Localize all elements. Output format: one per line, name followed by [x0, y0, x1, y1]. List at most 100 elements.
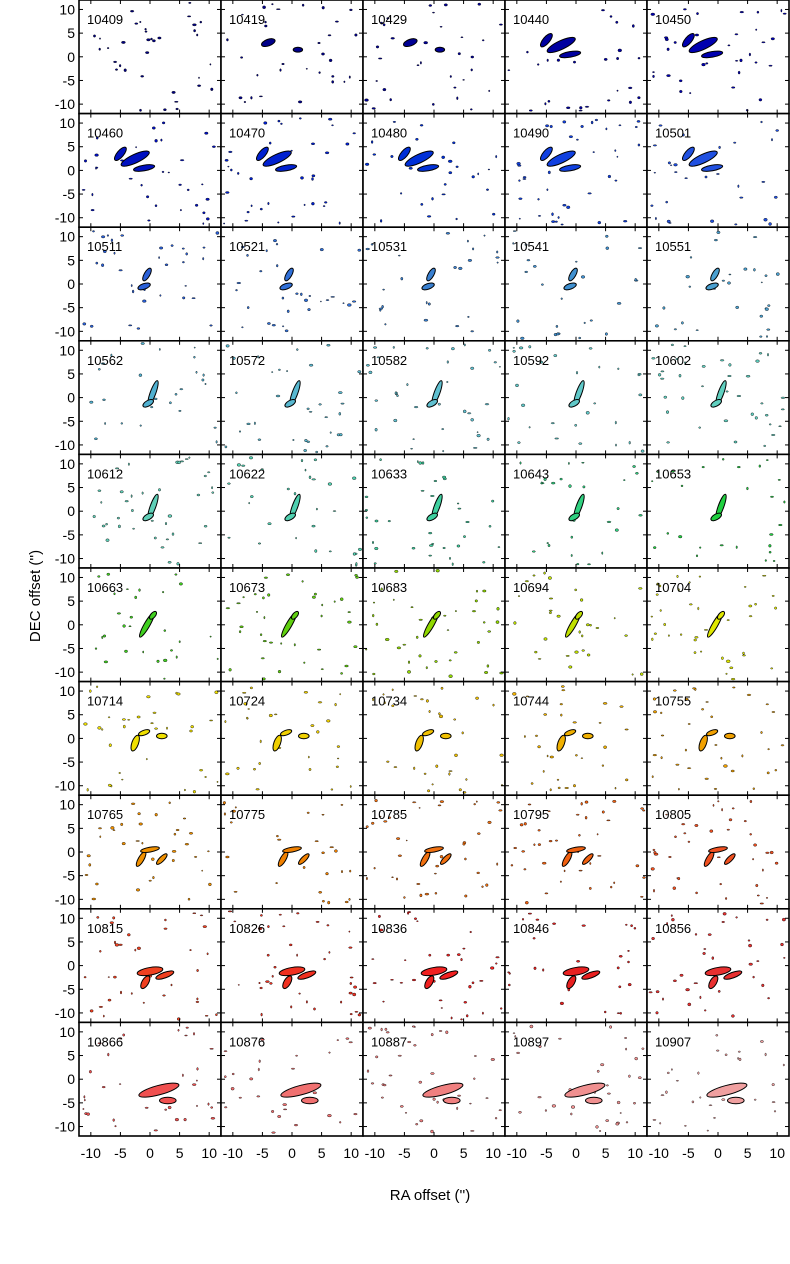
y-tick-label: 10	[59, 683, 75, 699]
noise-speck	[612, 800, 617, 803]
noise-speck	[202, 925, 207, 928]
emission-contour	[261, 38, 276, 48]
noise-speck	[660, 734, 665, 737]
noise-speck	[122, 1033, 126, 1037]
noise-speck	[318, 71, 321, 74]
noise-speck	[490, 966, 495, 970]
noise-speck	[606, 819, 611, 822]
noise-speck	[442, 450, 445, 453]
noise-speck	[767, 304, 771, 307]
noise-speck	[673, 328, 677, 331]
noise-speck	[113, 251, 116, 255]
noise-speck	[193, 29, 196, 33]
noise-speck	[101, 524, 106, 528]
noise-speck	[231, 1072, 235, 1076]
channel-label: 10501	[655, 126, 691, 141]
noise-speck	[428, 531, 433, 535]
noise-speck	[462, 79, 465, 81]
noise-speck	[146, 695, 151, 699]
noise-speck	[697, 606, 700, 611]
noise-speck	[209, 63, 212, 66]
noise-speck	[301, 580, 304, 583]
noise-speck	[93, 34, 96, 38]
noise-speck	[471, 175, 475, 179]
noise-speck	[375, 622, 379, 626]
emission-contour	[421, 729, 435, 737]
noise-speck	[423, 772, 427, 775]
noise-speck	[349, 785, 352, 788]
noise-speck	[634, 278, 637, 282]
noise-speck	[236, 281, 241, 284]
x-tick-label: -10	[507, 1145, 527, 1161]
noise-speck	[295, 1054, 298, 1057]
noise-speck	[472, 447, 478, 449]
emission-contour	[140, 846, 160, 853]
noise-speck	[735, 545, 738, 549]
noise-speck	[672, 886, 676, 890]
noise-speck	[97, 489, 102, 492]
noise-speck	[767, 748, 770, 751]
noise-speck	[618, 985, 622, 989]
noise-speck	[758, 464, 761, 468]
noise-speck	[551, 1104, 556, 1108]
noise-speck	[475, 589, 478, 593]
noise-speck	[724, 1053, 728, 1057]
emission-contour	[698, 734, 708, 752]
noise-speck	[204, 383, 207, 385]
noise-speck	[508, 983, 511, 987]
noise-speck	[382, 288, 385, 291]
noise-speck	[224, 1075, 227, 1079]
noise-speck	[130, 10, 135, 13]
noise-speck	[766, 328, 771, 331]
noise-speck	[241, 13, 244, 16]
noise-speck	[537, 63, 540, 66]
y-tick-label: -5	[63, 300, 76, 316]
noise-speck	[209, 1048, 214, 1050]
noise-speck	[130, 494, 133, 498]
emission-contour	[417, 164, 440, 172]
noise-speck	[426, 699, 429, 703]
noise-speck	[258, 542, 262, 545]
noise-speck	[234, 806, 237, 809]
noise-speck	[507, 417, 510, 421]
noise-speck	[728, 273, 732, 276]
noise-speck	[164, 522, 167, 526]
noise-speck	[640, 896, 644, 898]
noise-speck	[105, 538, 110, 542]
emission-contour	[723, 970, 743, 980]
noise-speck	[130, 992, 133, 995]
noise-speck	[303, 448, 307, 452]
noise-speck	[425, 347, 429, 350]
emission-contour	[113, 146, 127, 162]
noise-speck	[101, 235, 106, 239]
noise-speck	[146, 38, 151, 42]
channel-label: 10541	[513, 239, 549, 254]
noise-speck	[105, 523, 108, 526]
noise-speck	[519, 346, 524, 350]
noise-speck	[396, 877, 399, 881]
noise-speck	[696, 12, 699, 16]
noise-speck	[475, 696, 479, 700]
channel-label: 10836	[371, 921, 407, 936]
noise-speck	[192, 790, 196, 794]
noise-speck	[375, 80, 378, 82]
noise-speck	[557, 216, 560, 219]
noise-speck	[467, 239, 469, 243]
noise-speck	[365, 516, 368, 519]
emission-contour	[724, 732, 736, 740]
noise-speck	[660, 1094, 665, 1097]
noise-speck	[308, 410, 313, 413]
noise-speck	[400, 192, 403, 195]
noise-speck	[83, 722, 88, 726]
noise-speck	[256, 1095, 261, 1098]
noise-speck	[124, 500, 129, 503]
noise-speck	[326, 343, 331, 347]
noise-speck	[553, 354, 558, 357]
noise-speck	[342, 302, 345, 304]
noise-speck	[101, 1086, 106, 1089]
noise-speck	[712, 804, 715, 807]
noise-speck	[589, 319, 593, 322]
noise-speck	[368, 370, 373, 374]
noise-speck	[269, 141, 272, 145]
noise-speck	[458, 266, 463, 270]
